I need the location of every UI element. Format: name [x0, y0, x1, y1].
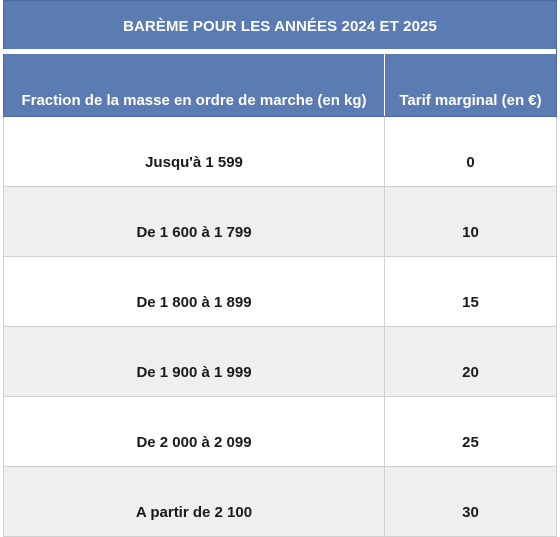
table-row: Jusqu'à 1 599 0: [3, 116, 558, 187]
cell-tarif: 0: [383, 116, 558, 187]
table-row: De 1 900 à 1 999 20: [3, 326, 558, 397]
cell-fraction: De 2 000 à 2 099: [3, 396, 385, 467]
cell-fraction: De 1 900 à 1 999: [3, 326, 385, 397]
cell-tarif: 10: [383, 186, 558, 257]
table-row: De 1 800 à 1 899 15: [3, 256, 558, 327]
cell-fraction: A partir de 2 100: [3, 466, 385, 537]
cell-tarif: 20: [383, 326, 558, 397]
table-title-row: BARÈME POUR LES ANNÉES 2024 ET 2025: [2, 0, 558, 53]
header-separator: [3, 49, 556, 54]
table-row: A partir de 2 100 30: [3, 466, 558, 537]
cell-tarif: 30: [383, 466, 558, 537]
table-title: BARÈME POUR LES ANNÉES 2024 ET 2025: [2, 0, 558, 53]
column-header-tarif: Tarif marginal (en €): [383, 52, 558, 117]
column-header-fraction: Fraction de la masse en ordre de marche …: [3, 52, 385, 117]
cell-fraction: De 1 600 à 1 799: [3, 186, 385, 257]
cell-tarif: 15: [383, 256, 558, 327]
table-row: De 2 000 à 2 099 25: [3, 396, 558, 467]
cell-tarif: 25: [383, 396, 558, 467]
cell-fraction: De 1 800 à 1 899: [3, 256, 385, 327]
cell-fraction: Jusqu'à 1 599: [3, 116, 385, 187]
table-header-row: Fraction de la masse en ordre de marche …: [3, 52, 558, 117]
table-row: De 1 600 à 1 799 10: [3, 186, 558, 257]
